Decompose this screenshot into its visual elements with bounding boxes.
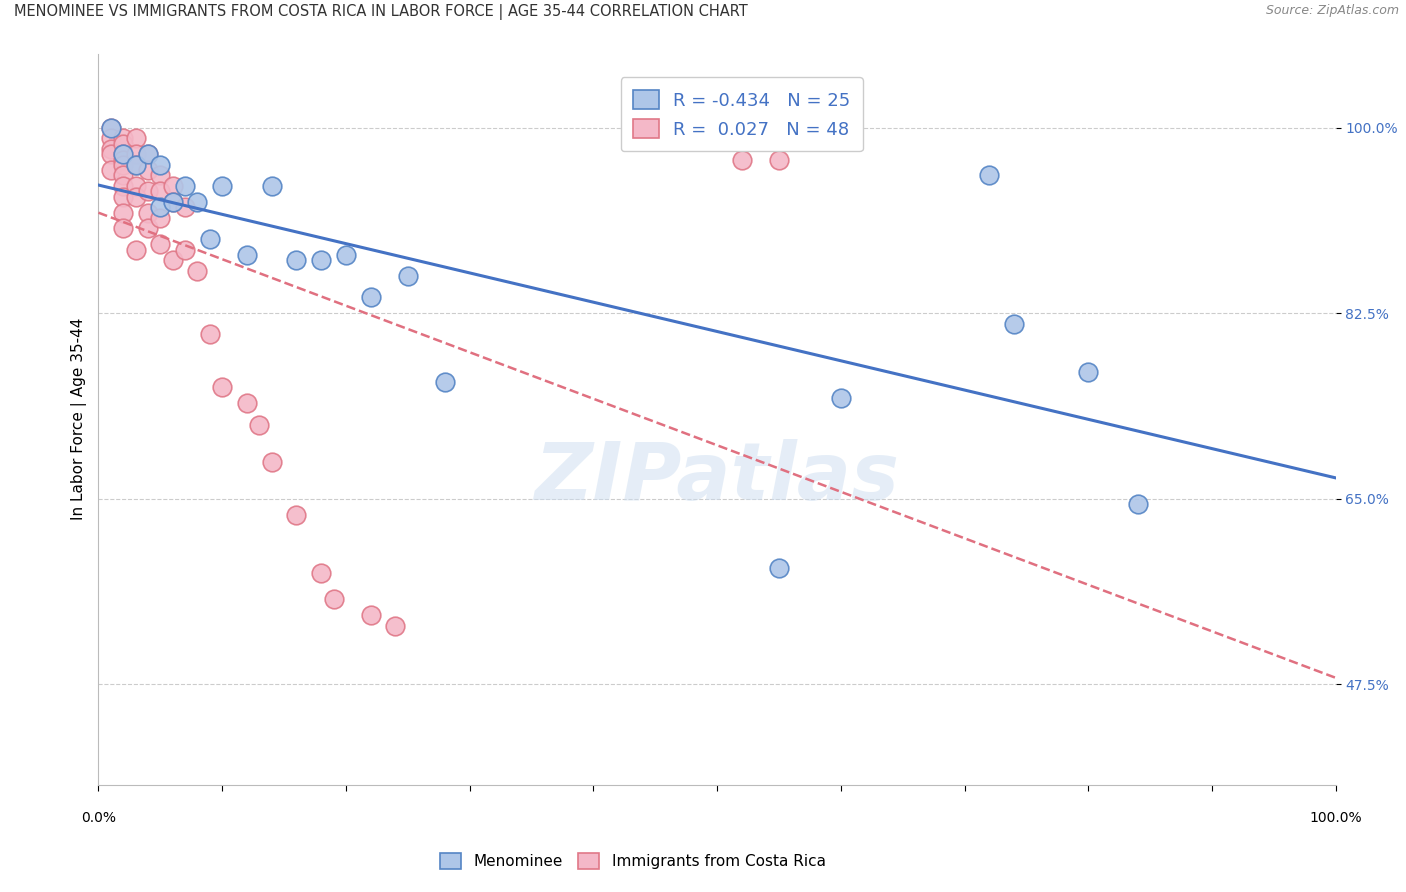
Point (979, 169, 1001, 183)
Point (285, 508, 308, 522)
Point (768, 153, 790, 167)
Point (211, 380, 233, 394)
Point (162, 253, 184, 268)
Point (112, 205, 135, 219)
Point (1077, 365, 1099, 379)
Point (136, 147, 159, 161)
Point (112, 169, 135, 183)
Point (124, 158, 146, 172)
Text: Source: ZipAtlas.com: Source: ZipAtlas.com (1265, 4, 1399, 18)
Point (112, 189, 135, 203)
Point (100, 120, 122, 135)
Legend: R = -0.434   N = 25, R =  0.027   N = 48: R = -0.434 N = 25, R = 0.027 N = 48 (620, 78, 863, 152)
Point (433, 375, 456, 389)
Point (100, 120, 122, 135)
Point (136, 147, 159, 161)
Point (124, 179, 146, 194)
Point (100, 131, 122, 145)
Point (112, 221, 135, 235)
Point (309, 566, 332, 580)
Point (162, 194, 184, 209)
Point (112, 131, 135, 145)
Point (186, 264, 208, 278)
Point (149, 169, 172, 183)
Point (360, 608, 382, 623)
Point (211, 179, 233, 194)
Text: ZIPatlas: ZIPatlas (534, 439, 900, 516)
Point (124, 189, 146, 203)
Point (112, 147, 135, 161)
Point (124, 147, 146, 161)
Point (112, 179, 135, 194)
Point (247, 417, 270, 432)
Point (174, 243, 197, 257)
Point (136, 163, 159, 178)
Point (112, 158, 135, 172)
Point (360, 290, 382, 304)
Point (768, 560, 790, 574)
Point (149, 237, 172, 252)
Point (186, 194, 208, 209)
Point (309, 253, 332, 268)
Point (174, 179, 197, 194)
Point (136, 205, 159, 219)
Point (136, 221, 159, 235)
Point (396, 269, 419, 284)
Point (124, 158, 146, 172)
Y-axis label: In Labor Force | Age 35-44: In Labor Force | Age 35-44 (72, 318, 87, 520)
Point (198, 327, 221, 342)
Point (100, 142, 122, 156)
Point (322, 592, 344, 607)
Point (731, 153, 754, 167)
Point (335, 248, 357, 262)
Point (149, 211, 172, 225)
Point (112, 136, 135, 151)
Point (236, 248, 259, 262)
Point (260, 455, 283, 469)
Point (124, 131, 146, 145)
Text: MENOMINEE VS IMMIGRANTS FROM COSTA RICA IN LABOR FORCE | AGE 35-44 CORRELATION C: MENOMINEE VS IMMIGRANTS FROM COSTA RICA … (14, 4, 748, 21)
Legend: Menominee, Immigrants from Costa Rica: Menominee, Immigrants from Costa Rica (433, 847, 832, 875)
Point (830, 391, 852, 405)
Point (162, 179, 184, 194)
Text: 100.0%: 100.0% (1309, 812, 1362, 825)
Point (1126, 497, 1149, 511)
Point (149, 200, 172, 214)
Point (1002, 317, 1025, 331)
Point (149, 184, 172, 198)
Text: 0.0%: 0.0% (82, 812, 115, 825)
Point (124, 243, 146, 257)
Point (162, 194, 184, 209)
Point (149, 158, 172, 172)
Point (198, 232, 221, 246)
Point (260, 179, 283, 194)
Point (174, 200, 197, 214)
Point (285, 253, 308, 268)
Point (384, 619, 406, 633)
Point (100, 147, 122, 161)
Point (112, 153, 135, 167)
Point (236, 396, 259, 410)
Point (100, 163, 122, 178)
Point (136, 184, 159, 198)
Point (112, 147, 135, 161)
